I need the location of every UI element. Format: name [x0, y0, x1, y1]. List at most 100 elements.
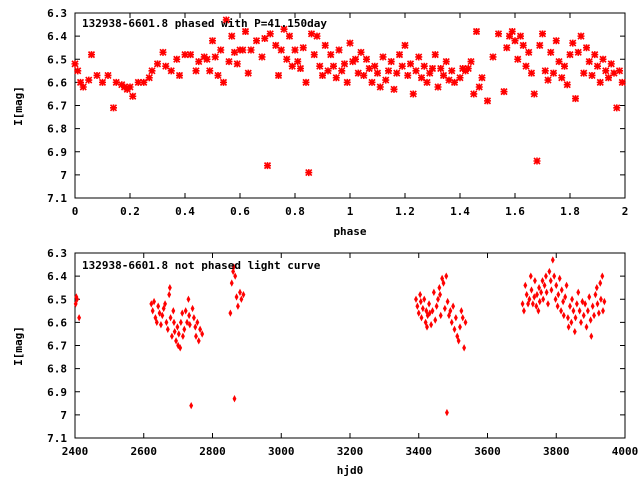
unphased-data-point — [573, 314, 578, 322]
unphased-data-point — [441, 279, 446, 287]
unphased-data-point — [429, 321, 434, 329]
phased-data-point — [379, 53, 387, 61]
phased-data-point — [241, 27, 250, 36]
phased-data-point — [109, 104, 118, 112]
unphased-data-point — [174, 337, 179, 345]
phased-data-point — [423, 78, 431, 86]
unphased-y-tick-label: 6.9 — [47, 386, 67, 399]
phased-data-point — [258, 53, 266, 61]
phased-data-point — [580, 69, 588, 77]
phased-data-point — [208, 37, 217, 45]
unphased-data-point — [594, 284, 599, 292]
phased-data-point — [530, 90, 538, 98]
phased-data-point — [343, 78, 351, 86]
unphased-data-point — [161, 304, 166, 313]
unphased-plot-title: 132938-6601.8 not phased light curve — [82, 259, 321, 272]
unphased-data-point — [235, 302, 240, 310]
unphased-y-tick-label: 6.7 — [47, 340, 67, 353]
phased-data-point — [522, 62, 530, 70]
unphased-data-point — [587, 293, 592, 301]
phased-data-point — [401, 41, 409, 49]
phased-data-point — [214, 71, 222, 80]
phased-data-point — [313, 32, 321, 40]
unphased-data-point — [416, 309, 421, 317]
phased-data-point — [618, 78, 626, 86]
phased-data-point — [239, 46, 247, 54]
unphased-data-point — [234, 293, 239, 301]
unphased-data-point — [460, 314, 465, 322]
phased-data-point — [93, 71, 101, 80]
phased-data-point — [112, 78, 120, 86]
phased-data-point — [500, 88, 508, 96]
phased-x-ticks: 0 0.2 0.4 0.6 0.8 1 1.2 1.4 1.6 1.8 2 — [72, 13, 628, 218]
phased-data-point — [541, 67, 549, 75]
unphased-data-point — [447, 311, 451, 320]
phased-data-point — [261, 34, 269, 43]
unphased-y-tick-label: 6.8 — [47, 363, 67, 376]
phased-data-point — [321, 41, 329, 49]
unphased-data-point — [187, 321, 192, 329]
phased-data-point — [294, 57, 302, 66]
phased-data-point — [434, 83, 442, 91]
phased-data-point — [475, 83, 483, 91]
phased-data-point — [544, 76, 552, 84]
phased-data-point — [563, 81, 571, 89]
phased-data-point — [129, 92, 137, 100]
phased-data-point — [415, 53, 423, 61]
phased-data-point — [555, 57, 563, 66]
phased-x-tick-label: 1.8 — [560, 205, 580, 218]
unphased-data-point — [156, 302, 161, 310]
unphased-data-point — [564, 281, 569, 290]
phased-data-point — [307, 30, 316, 38]
phased-data-point — [390, 85, 398, 93]
phased-data-point — [464, 64, 472, 73]
phased-x-tick-label: 0.4 — [175, 205, 195, 218]
phased-data-point — [470, 90, 478, 98]
phased-data-point — [431, 51, 439, 59]
phased-data-point — [593, 62, 602, 70]
unphased-data-point — [451, 302, 456, 310]
phased-data-point — [104, 71, 112, 80]
phased-data-point — [195, 57, 203, 66]
phased-data-point — [277, 46, 285, 54]
unphased-y-tick-label: 7.1 — [47, 432, 67, 445]
unphased-x-tick-label: 2800 — [199, 445, 226, 458]
phased-x-tick-label: 0 — [72, 205, 79, 218]
phased-data-point — [560, 62, 569, 70]
phased-data-point — [338, 67, 346, 75]
unphased-data-point — [455, 332, 460, 340]
phased-data-point — [302, 78, 310, 86]
phased-data-point — [87, 51, 96, 59]
unphased-data-point — [430, 307, 435, 315]
unphased-data-point — [559, 307, 564, 315]
phased-data-point — [71, 60, 79, 68]
phased-data-point — [483, 97, 492, 105]
phased-data-point — [346, 39, 354, 47]
unphased-data-point — [530, 300, 535, 308]
unphased-data-point — [568, 302, 572, 310]
unphased-data-point — [420, 304, 425, 313]
unphased-data-point — [169, 332, 174, 340]
phased-data-point — [219, 78, 228, 86]
phased-y-tick-label: 7 — [60, 169, 67, 182]
unphased-data-point — [456, 337, 461, 345]
unphased-data-point — [165, 325, 170, 333]
unphased-data-point — [579, 318, 583, 327]
unphased-data-point — [556, 290, 561, 299]
unphased-data-point — [555, 302, 560, 310]
unphased-data-point — [602, 297, 607, 306]
phased-data-point — [371, 62, 379, 70]
unphased-data-point — [444, 408, 449, 417]
unphased-data-point — [549, 286, 554, 294]
unphased-data-point — [194, 332, 198, 340]
phased-data-point — [456, 74, 464, 82]
unphased-data-point — [537, 297, 542, 306]
phased-data-point — [206, 67, 214, 75]
unphased-data-point — [569, 318, 574, 327]
unphased-x-tick-label: 2400 — [62, 445, 89, 458]
phased-data-point — [360, 71, 368, 80]
unphased-data-point — [574, 300, 579, 308]
phased-data-point — [382, 76, 390, 84]
phased-data-point — [398, 62, 406, 70]
unphased-data-point — [168, 314, 173, 322]
